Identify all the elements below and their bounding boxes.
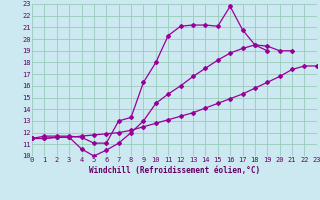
X-axis label: Windchill (Refroidissement éolien,°C): Windchill (Refroidissement éolien,°C) bbox=[89, 166, 260, 175]
